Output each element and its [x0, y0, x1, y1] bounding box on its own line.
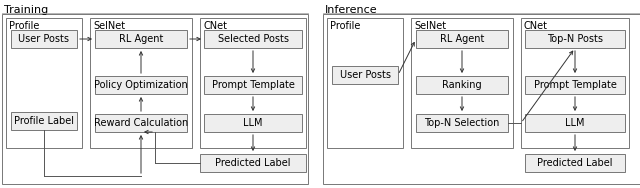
Bar	[327, 18, 403, 148]
Text: Ranking: Ranking	[442, 80, 482, 90]
Bar	[204, 30, 302, 48]
Bar	[2, 14, 308, 184]
Bar	[204, 76, 302, 94]
Bar	[416, 76, 508, 94]
Bar	[95, 30, 187, 48]
Bar	[11, 112, 77, 130]
Bar	[525, 154, 625, 172]
Bar	[525, 76, 625, 94]
Bar	[416, 114, 508, 132]
Bar	[411, 18, 513, 148]
Bar	[521, 18, 629, 148]
Bar	[95, 76, 187, 94]
Bar	[95, 114, 187, 132]
Text: User Posts: User Posts	[339, 70, 390, 80]
Bar	[90, 18, 192, 148]
Text: Reward Calculation: Reward Calculation	[94, 118, 188, 128]
Text: Selected Posts: Selected Posts	[218, 34, 289, 44]
Bar	[525, 30, 625, 48]
Bar	[323, 14, 640, 184]
Bar	[204, 114, 302, 132]
Bar	[11, 30, 77, 48]
Text: CNet: CNet	[524, 21, 548, 31]
Bar	[200, 18, 306, 148]
Text: Profile: Profile	[330, 21, 360, 31]
Text: LLM: LLM	[565, 118, 585, 128]
Bar	[200, 154, 306, 172]
Text: Top-N Posts: Top-N Posts	[547, 34, 603, 44]
Text: SelNet: SelNet	[414, 21, 446, 31]
Bar	[6, 18, 82, 148]
Text: RL Agent: RL Agent	[119, 34, 163, 44]
Text: Prompt Template: Prompt Template	[534, 80, 616, 90]
Bar	[525, 114, 625, 132]
Text: Predicted Label: Predicted Label	[215, 158, 291, 168]
Text: User Posts: User Posts	[19, 34, 70, 44]
Text: Profile: Profile	[9, 21, 40, 31]
Bar	[332, 66, 398, 84]
Text: Profile Label: Profile Label	[14, 116, 74, 126]
Text: Training: Training	[4, 5, 48, 15]
Text: Prompt Template: Prompt Template	[212, 80, 294, 90]
Text: Policy Optimization: Policy Optimization	[94, 80, 188, 90]
Text: SelNet: SelNet	[93, 21, 125, 31]
Text: Top-N Selection: Top-N Selection	[424, 118, 500, 128]
Text: RL Agent: RL Agent	[440, 34, 484, 44]
Text: LLM: LLM	[243, 118, 263, 128]
Text: CNet: CNet	[203, 21, 227, 31]
Text: Predicted Label: Predicted Label	[537, 158, 612, 168]
Bar	[416, 30, 508, 48]
Text: Inference: Inference	[325, 5, 378, 15]
